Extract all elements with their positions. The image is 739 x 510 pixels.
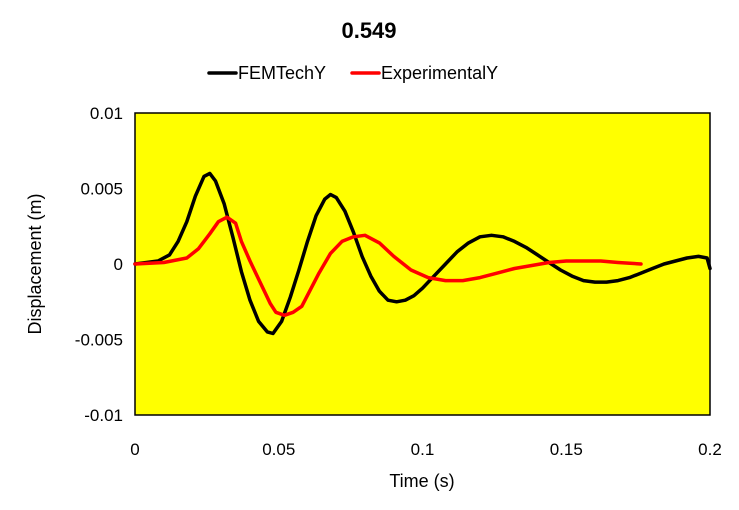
x-tick-label: 0.1 [411,440,435,459]
series-layer [133,171,712,336]
y-axis-ticks: 0.01 0.005 0 -0.005 -0.01 [75,104,123,425]
x-tick-label: 0 [130,440,139,459]
series-line-0 [133,171,712,336]
x-tick-label: 0.2 [698,440,722,459]
x-tick-label: 0.15 [550,440,583,459]
legend: FEMTechY ExperimentalY [207,63,498,83]
y-tick-label: 0.01 [90,104,123,123]
y-tick-label: 0.005 [80,180,123,199]
legend-label-1: ExperimentalY [381,63,498,83]
y-tick-label: 0 [114,255,123,274]
y-axis-title: Displacement (m) [25,193,45,334]
x-axis-title: Time (s) [389,471,454,491]
y-tick-label: -0.005 [75,331,123,350]
legend-label-0: FEMTechY [238,63,326,83]
chart-title: 0.549 [341,18,396,43]
x-axis-ticks: 0 0.05 0.1 0.15 0.2 [130,440,722,459]
x-tick-label: 0.05 [262,440,295,459]
y-tick-label: -0.01 [84,406,123,425]
series-line-1 [133,215,643,318]
